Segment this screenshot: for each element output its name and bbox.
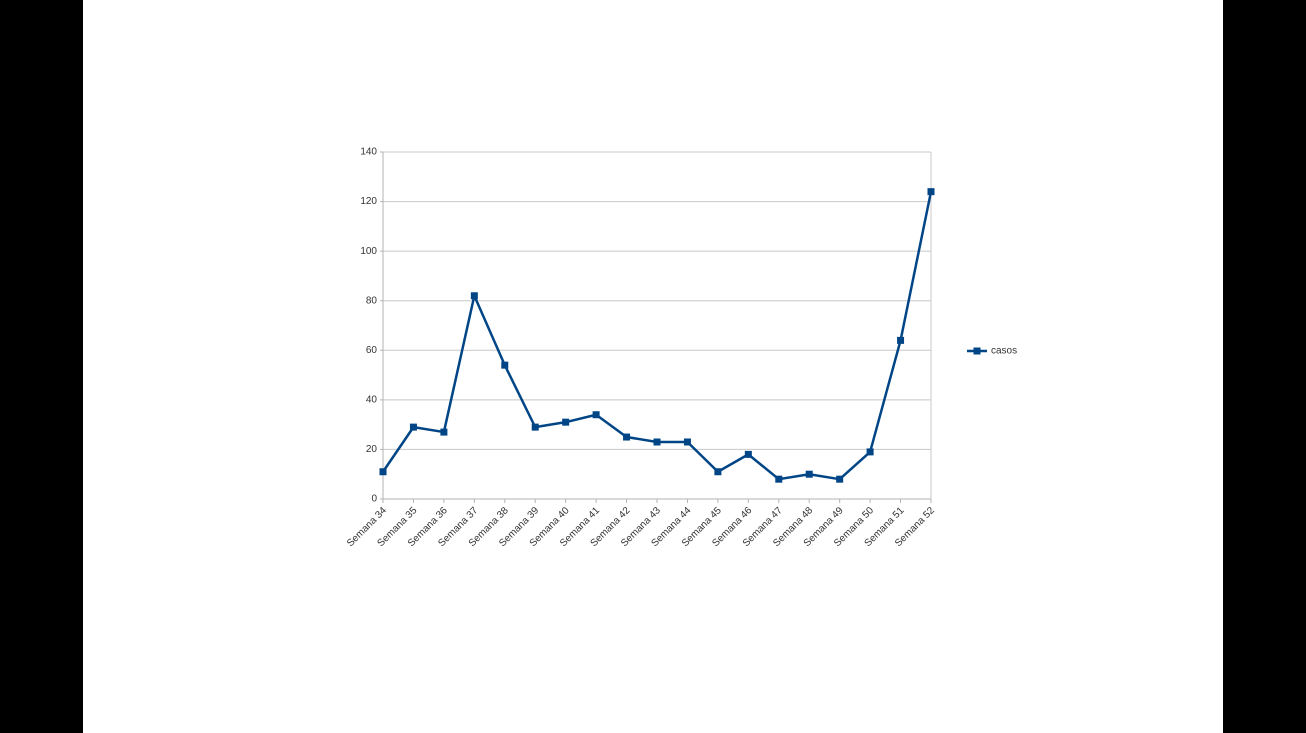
y-tick-label: 60	[366, 345, 378, 356]
marker	[623, 433, 631, 441]
marker	[714, 468, 722, 476]
left-border	[0, 0, 83, 733]
y-tick-label: 100	[360, 246, 377, 257]
marker	[592, 411, 600, 419]
legend-marker	[973, 347, 981, 355]
marker	[470, 292, 478, 300]
marker	[683, 438, 691, 446]
line	[381, 191, 933, 481]
marker	[562, 418, 570, 426]
marker	[866, 448, 874, 456]
marker	[897, 336, 905, 344]
y-tick-label: 120	[360, 196, 377, 207]
y-tick-label: 0	[371, 494, 377, 505]
marker	[927, 188, 935, 196]
marker	[379, 468, 387, 476]
y-tick-label: 40	[366, 394, 378, 405]
legend-label: casos	[991, 346, 1017, 357]
marker	[653, 438, 661, 446]
right-border	[1223, 0, 1306, 733]
y-tick-label: 140	[360, 147, 377, 158]
y-tick-label: 80	[366, 295, 378, 306]
marker	[836, 475, 844, 483]
y-tick-label: 20	[366, 444, 378, 455]
marker	[409, 423, 417, 431]
marker	[805, 470, 813, 478]
marker	[744, 450, 752, 458]
marker	[501, 361, 509, 369]
marker	[531, 423, 539, 431]
marker	[775, 475, 783, 483]
marker	[440, 428, 448, 436]
